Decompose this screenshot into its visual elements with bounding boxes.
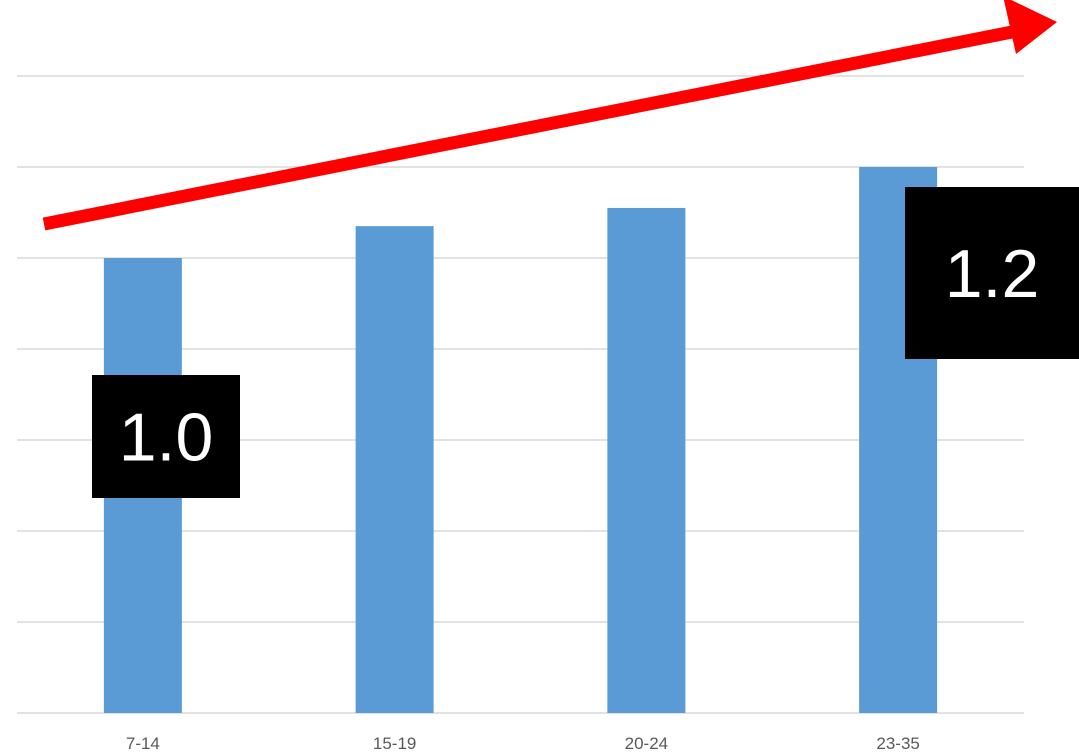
callout-box <box>905 187 1079 359</box>
trend-arrow <box>42 0 1057 231</box>
bar-15-19 <box>355 226 434 713</box>
callout-label: 1.2 <box>945 236 1040 312</box>
callout-box <box>92 375 240 498</box>
x-tick-label: 15-19 <box>373 734 416 753</box>
bars <box>103 167 938 713</box>
callout-label: 1.0 <box>119 400 214 476</box>
x-tick-label: 7-14 <box>126 734 160 753</box>
trend-arrow-shaft <box>42 25 1014 231</box>
trend-arrow-head <box>1003 0 1057 54</box>
bar-20-24 <box>607 207 686 713</box>
callouts: 1.0 1.2 <box>92 187 1079 498</box>
x-tick-label: 20-24 <box>625 734 668 753</box>
x-axis-tick-labels: 7-14 15-19 20-24 23-35 <box>126 734 920 753</box>
x-tick-label: 23-35 <box>876 734 919 753</box>
